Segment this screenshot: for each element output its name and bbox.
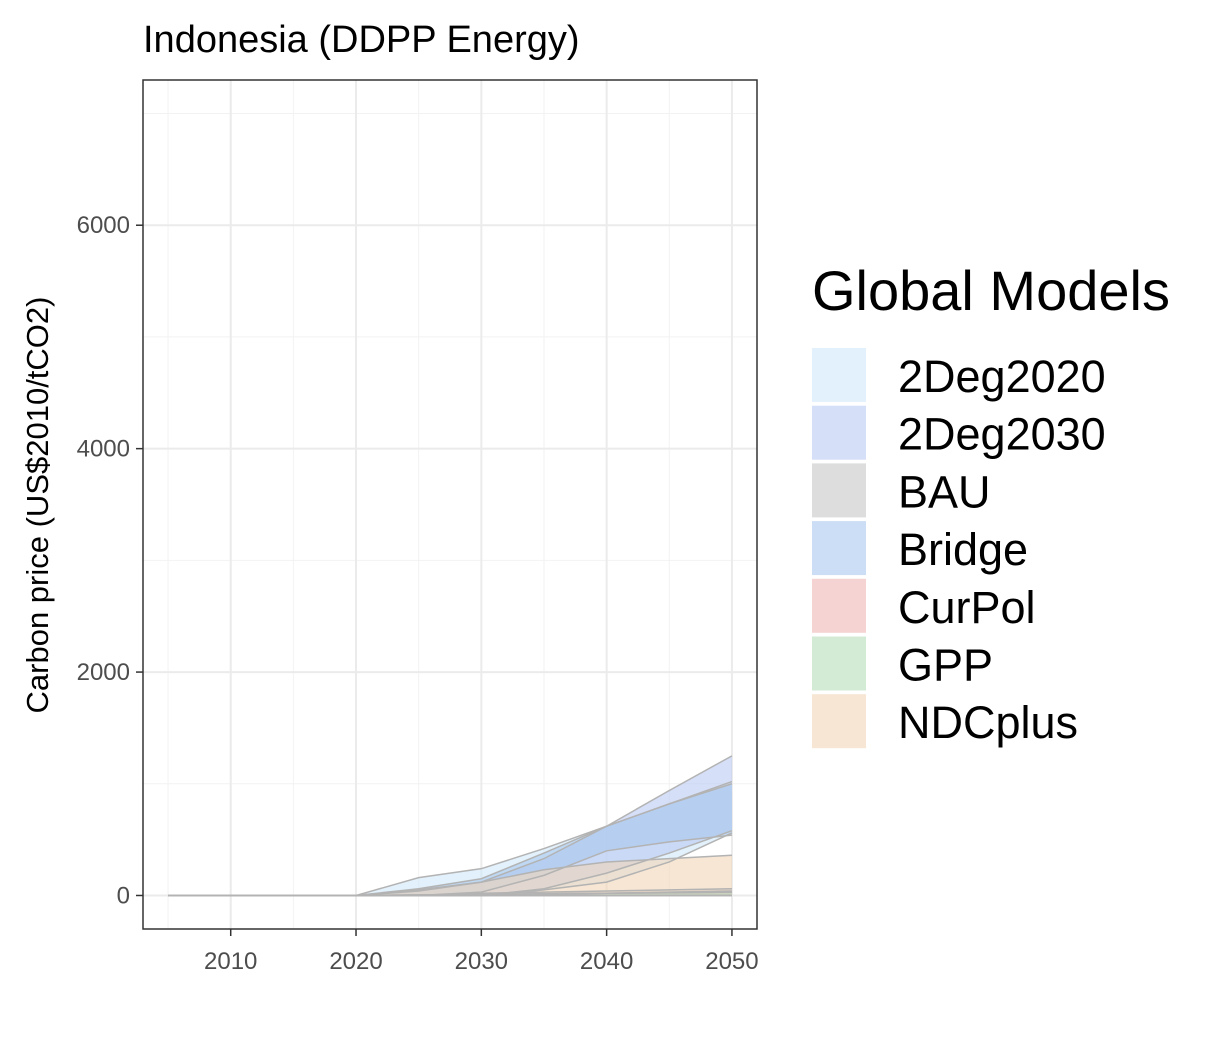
y-tick-label: 0 xyxy=(117,882,130,909)
plot-panel xyxy=(142,79,758,930)
chart-title: Indonesia (DDPP Energy) xyxy=(143,19,580,61)
ribbon-gpp xyxy=(168,892,732,896)
legend-item: Bridge xyxy=(812,521,1028,576)
legend-label: 2Deg2030 xyxy=(898,409,1106,460)
ribbon-2deg2030 xyxy=(168,755,732,896)
legend-label: GPP xyxy=(898,640,993,691)
y-axis: 0 2000 4000 6000 xyxy=(77,212,143,909)
legend-title: Global Models xyxy=(812,259,1170,322)
y-tick-label: 4000 xyxy=(77,436,130,463)
legend-label: BAU xyxy=(898,466,991,517)
x-tick-label: 2040 xyxy=(580,948,633,975)
y-axis-label: Carbon price (US$2010/tCO2) xyxy=(20,297,55,714)
legend-item: 2Deg2030 xyxy=(812,405,1106,460)
y-tick-label: 6000 xyxy=(77,212,130,239)
y-tick-label: 2000 xyxy=(77,659,130,686)
panel-border xyxy=(142,79,758,930)
legend: Global Models 2Deg2020 2Deg2030 BAU Bridge C… xyxy=(812,259,1170,749)
legend-item: BAU xyxy=(812,463,991,518)
legend-swatch xyxy=(812,578,866,633)
x-axis: 2010 2020 2030 2040 2050 xyxy=(204,929,759,975)
legend-swatch xyxy=(812,405,866,460)
legend-item: NDCplus xyxy=(812,694,1078,749)
x-tick-label: 2010 xyxy=(204,948,257,975)
legend-swatch xyxy=(812,521,866,576)
ribbon-ndcplus xyxy=(168,855,732,896)
legend-label: Bridge xyxy=(898,524,1028,575)
legend-item: CurPol xyxy=(812,578,1036,633)
legend-item: 2Deg2020 xyxy=(812,348,1106,402)
legend-swatch xyxy=(812,348,866,402)
legend-swatch xyxy=(812,463,866,518)
ribbon-bridge xyxy=(168,783,732,896)
legend-label: CurPol xyxy=(898,582,1036,633)
legend-label: 2Deg2020 xyxy=(898,351,1106,402)
legend-swatch xyxy=(812,636,866,691)
legend-swatch xyxy=(812,694,866,749)
series-line-ndcplus-lower xyxy=(168,890,732,897)
legend-item: GPP xyxy=(812,636,993,691)
panel-background xyxy=(143,80,757,929)
x-tick-label: 2050 xyxy=(705,948,758,975)
legend-label: NDCplus xyxy=(898,697,1078,748)
x-tick-label: 2020 xyxy=(329,948,382,975)
x-tick-label: 2030 xyxy=(455,948,508,975)
